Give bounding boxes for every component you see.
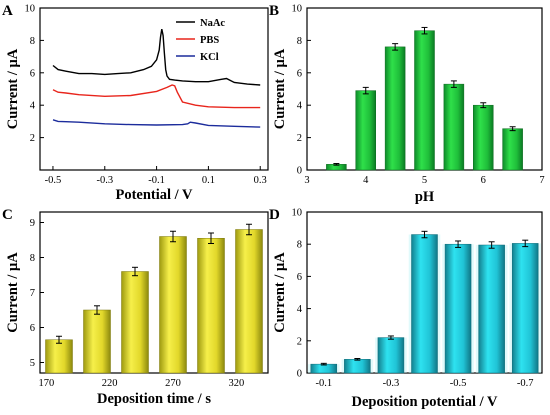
x-tick-label: 270 — [165, 378, 181, 389]
x-tick-label: -0.3 — [96, 175, 113, 186]
bar — [121, 271, 149, 374]
series-line-naac — [52, 28, 261, 86]
bar — [502, 128, 523, 171]
plot-frame — [39, 211, 269, 374]
x-tick-label: 320 — [228, 378, 244, 389]
y-tick-label: 5 — [30, 358, 35, 369]
legend-label: KCl — [200, 52, 219, 63]
x-tick-label: -0.5 — [45, 175, 62, 186]
y-tick-label: 8 — [30, 253, 35, 264]
y-tick-label: 10 — [25, 4, 36, 15]
y-tick-label: 2 — [297, 133, 302, 144]
y-tick-label: 8 — [30, 36, 35, 47]
bar — [384, 46, 406, 171]
y-tick-label: 6 — [297, 272, 302, 283]
x-tick-label: -0.1 — [315, 378, 332, 389]
y-tick-label: 0 — [297, 369, 302, 380]
panel-d: D 0 2 4 6 8 10 -0.1 -0.3 -0.5 -0.7 Current / μA Depo… — [269, 207, 543, 410]
y-tick-label: 10 — [292, 4, 303, 15]
y-tick-label: 6 — [30, 68, 35, 79]
y-tick-label: 6 — [297, 68, 302, 79]
x-tick-label: 5 — [422, 175, 427, 186]
x-tick-label: 7 — [539, 175, 544, 186]
y-axis-label: Current / μA — [5, 48, 21, 129]
panel-b: B 0 2 4 6 8 10 3 4 5 6 7 Current / μA pH — [269, 3, 545, 205]
y-axis-label: Current / μA — [272, 252, 288, 333]
x-tick-label: -0.5 — [450, 378, 467, 389]
series-line-kcl — [52, 119, 261, 128]
x-tick-label: 4 — [363, 175, 369, 186]
y-tick-label: 10 — [292, 208, 303, 219]
panel-letter: C — [2, 207, 13, 223]
bar — [45, 339, 73, 374]
bar — [310, 363, 338, 374]
series-line-pbs — [52, 84, 261, 109]
y-tick-label: 2 — [30, 133, 35, 144]
x-tick-label: -0.1 — [148, 175, 165, 186]
panel-letter: B — [269, 3, 279, 19]
x-tick-label: 0.3 — [254, 175, 267, 186]
bar — [443, 83, 465, 171]
y-tick-label: 4 — [30, 101, 36, 112]
x-tick-label: 220 — [102, 378, 118, 389]
x-tick-label: -0.3 — [383, 378, 400, 389]
bar — [377, 337, 405, 374]
x-axis-label: Deposition time / s — [97, 391, 211, 407]
y-tick-label: 7 — [30, 288, 35, 299]
y-axis-label: Current / μA — [272, 48, 288, 129]
panel-a: A 2 4 6 8 10 -0.5 -0.3 -0.1 0.1 0.3 NaAc PBS KCl Curre… — [2, 3, 269, 203]
x-axis-label: Deposition potential / V — [352, 394, 498, 410]
x-tick-label: 6 — [481, 175, 486, 186]
y-tick-label: 8 — [297, 36, 302, 47]
x-tick-label: -0.7 — [517, 378, 534, 389]
x-axis-label: pH — [415, 189, 435, 205]
x-tick-label: 170 — [38, 378, 54, 389]
y-tick-label: 8 — [297, 240, 302, 251]
plot-frame — [39, 7, 269, 171]
y-tick-label: 0 — [297, 166, 302, 177]
bar — [444, 243, 472, 374]
bar — [511, 243, 539, 374]
x-axis-label: Potential / V — [115, 187, 193, 203]
panel-letter: D — [269, 207, 280, 223]
bar — [235, 229, 263, 374]
bar — [478, 244, 505, 374]
bar — [411, 234, 438, 374]
y-tick-label: 9 — [30, 218, 35, 229]
bar — [473, 104, 494, 171]
bar — [159, 236, 187, 374]
panel-c: C 5 6 7 8 9 170 220 270 320 Current / μA Deposition… — [2, 207, 269, 407]
x-tick-label: 3 — [304, 175, 309, 186]
bar — [414, 30, 435, 171]
x-tick-label: 0.1 — [202, 175, 215, 186]
bar — [197, 238, 225, 374]
y-tick-label: 4 — [297, 101, 303, 112]
y-tick-label: 2 — [297, 336, 302, 347]
legend-label: NaAc — [200, 18, 225, 29]
bar — [344, 359, 371, 374]
y-tick-label: 6 — [30, 323, 35, 334]
bar — [355, 90, 376, 171]
y-axis-label: Current / μA — [5, 252, 21, 333]
y-tick-label: 4 — [297, 304, 303, 315]
panel-letter: A — [2, 3, 13, 19]
bar — [83, 309, 111, 374]
legend-label: PBS — [200, 35, 219, 46]
